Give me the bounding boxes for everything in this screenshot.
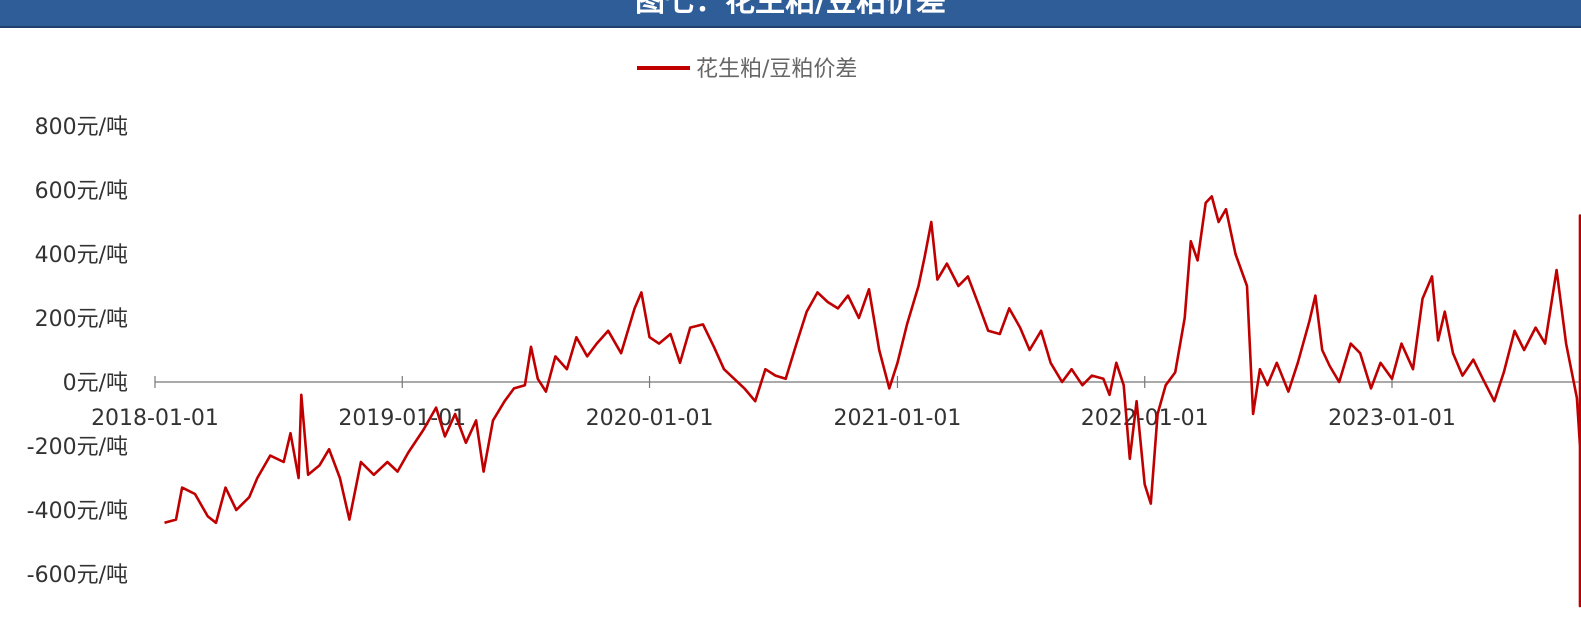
- legend-label: 花生粕/豆粕价差: [696, 57, 857, 82]
- series-line: [164, 195, 1581, 608]
- y-axis-tick-labels: 800元/吨 600元/吨 400元/吨 200元/吨 0元/吨 -200元/吨 -400元…: [27, 115, 128, 588]
- title-bar: 图七：花生粕/豆粕价差: [0, 0, 1581, 28]
- x-tick-label: 2019-01-01: [338, 406, 466, 431]
- y-tick-label: 600元/吨: [35, 179, 128, 204]
- x-tick-label: 2020-01-01: [586, 406, 714, 431]
- chart-title: 图七：花生粕/豆粕价差: [635, 0, 946, 19]
- x-tick-label: 2021-01-01: [834, 406, 962, 431]
- x-axis: 2018-01-01 2019-01-01 2020-01-01 2021-01-01…: [91, 376, 1581, 431]
- x-tick-label: 2023-01-01: [1328, 406, 1456, 431]
- series-layer: [164, 195, 1581, 608]
- y-tick-label: 400元/吨: [35, 243, 128, 268]
- legend: 花生粕/豆粕价差: [637, 57, 857, 82]
- y-tick-label: -600元/吨: [27, 563, 128, 588]
- x-tick-label: 2018-01-01: [91, 406, 219, 431]
- y-tick-label: 200元/吨: [35, 307, 128, 332]
- x-tick-label: 2022-01-01: [1081, 406, 1209, 431]
- y-tick-label: -400元/吨: [27, 499, 128, 524]
- y-tick-label: 0元/吨: [63, 371, 128, 396]
- y-tick-label: -200元/吨: [27, 435, 128, 460]
- y-tick-label: 800元/吨: [35, 115, 128, 140]
